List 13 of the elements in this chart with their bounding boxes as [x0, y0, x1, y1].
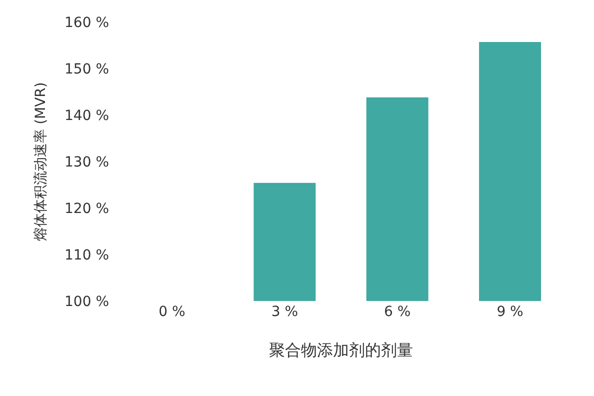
y-tick-label: 160 % — [64, 14, 109, 31]
y-axis-title: 熔体体积流动速率 (MVR) — [33, 82, 50, 241]
y-tick-label: 130 % — [64, 154, 109, 170]
x-tick-label: 3 % — [271, 304, 298, 320]
y-tick-label: 110 % — [64, 247, 109, 264]
y-tick-label: 140 % — [64, 108, 109, 124]
x-tick-label: 9 % — [496, 304, 524, 320]
y-tick-label: 150 % — [64, 61, 109, 78]
x-tick-label: 0 % — [158, 304, 186, 320]
x-tick-label: 6 % — [384, 304, 411, 320]
y-tick-label: 120 % — [64, 200, 109, 217]
x-axis-title: 聚合物添加剂的剂量 — [269, 340, 413, 360]
y-tick-label: 100 % — [64, 294, 109, 310]
